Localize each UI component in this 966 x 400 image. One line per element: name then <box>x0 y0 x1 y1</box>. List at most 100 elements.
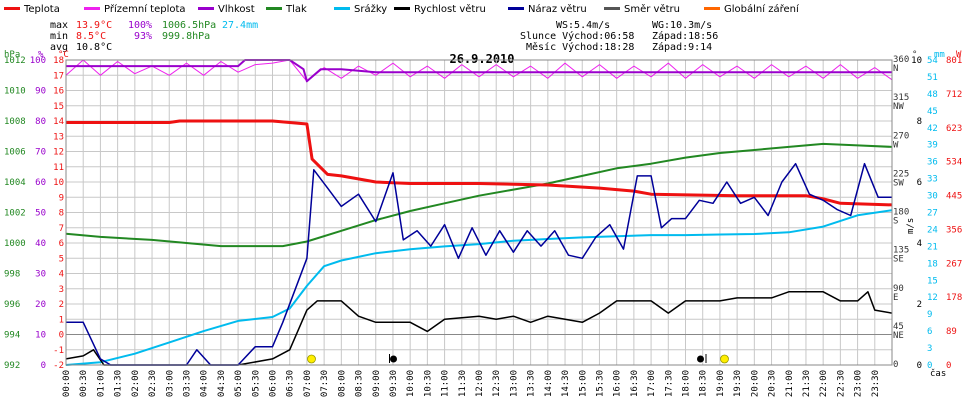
pressure-tick-label: 996 <box>4 300 20 310</box>
x-tick-label: 02:00 <box>131 370 141 397</box>
x-tick-label: 18:30 <box>699 370 709 397</box>
temperature-line <box>66 119 893 207</box>
x-tick-label: 14:30 <box>561 370 571 397</box>
info-wg: WG:10.3m/s <box>652 20 712 31</box>
rain-tick-label: 12 <box>927 293 938 303</box>
temperature-tick-label: 12 <box>53 148 64 158</box>
series <box>65 59 893 366</box>
x-tick-label: 03:30 <box>182 370 192 397</box>
x-tick-label: 02:30 <box>148 370 158 397</box>
info-mesic: Měsíc Východ:18:28 <box>526 41 634 53</box>
temperature-tick-label: 14 <box>53 117 64 127</box>
wind-speed-line <box>65 291 893 366</box>
pressure-tick-label: 1002 <box>4 209 26 219</box>
legend-label-vlhkost: Vlhkost <box>218 4 255 15</box>
x-tick-label: 23:00 <box>854 370 864 397</box>
humidity-tick-label: 80 <box>35 117 46 127</box>
unit-deg: ° <box>912 50 917 60</box>
temperature-tick-label: 17 <box>53 71 64 81</box>
legend-label-naraz: Náraz větru <box>528 3 587 15</box>
temperature-tick-label: 5 <box>59 254 64 264</box>
radiation-tick-label: 267 <box>946 259 962 269</box>
direction-tick-label: 225 <box>893 169 909 179</box>
x-tick-label: 12:00 <box>475 370 485 397</box>
x-tick-label: 11:30 <box>458 370 468 397</box>
direction-name-label: N <box>893 64 898 74</box>
rain-tick-label: 42 <box>927 124 938 134</box>
rain-tick-label: 54 <box>927 56 938 66</box>
rain-tick-label: 21 <box>927 242 938 252</box>
pressure-tick-label: 1012 <box>4 56 26 66</box>
stats-max-rain: 27.4mm <box>222 20 258 31</box>
x-axis-label: čas <box>930 368 946 379</box>
wind-tick-label: 6 <box>917 178 922 188</box>
legend-swatch-vlhkost <box>198 7 214 10</box>
moonset-icon <box>390 355 397 363</box>
plot-frame <box>65 59 893 366</box>
x-tick-label: 04:00 <box>200 370 210 397</box>
x-tick-label: 11:00 <box>441 370 451 397</box>
pressure-tick-label: 1004 <box>4 178 26 188</box>
direction-name-label: SE <box>893 255 904 265</box>
unit-pct: % <box>38 50 44 60</box>
direction-tick-label: 315 <box>893 93 909 103</box>
humidity-tick-label: 30 <box>35 270 46 280</box>
rain-line <box>65 209 893 366</box>
humidity-tick-label: 0 <box>41 361 46 371</box>
wind-tick-label: 2 <box>917 300 922 310</box>
x-tick-label: 13:00 <box>509 370 519 397</box>
x-tick-label: 01:00 <box>96 370 106 397</box>
direction-tick-label: 270 <box>893 131 909 141</box>
sunrise-icon <box>307 354 316 364</box>
temperature-tick-label: 11 <box>53 163 64 173</box>
radiation-tick-label: 534 <box>946 158 962 168</box>
astro-markers <box>307 354 729 364</box>
direction-name-label: W <box>893 140 899 150</box>
x-tick-label: 19:00 <box>716 370 726 397</box>
info-block: WS:5.4m/s WG:10.3m/s Slunce Východ:06:58… <box>520 20 718 53</box>
direction-tick-label: 180 <box>893 208 909 218</box>
sunset-icon <box>720 354 729 364</box>
pressure-tick-label: 1000 <box>4 239 26 249</box>
x-tick-label: 21:30 <box>802 370 812 397</box>
legend-swatch-prizemni <box>84 7 100 10</box>
stats-min-press: 999.8hPa <box>162 31 210 42</box>
stats-avg-temp: 10.8°C <box>76 42 112 53</box>
info-slunce-zapad: Západ:18:56 <box>652 30 718 42</box>
radiation-tick-label: 445 <box>946 192 962 202</box>
rain-tick-label: 0 <box>927 361 932 371</box>
x-tick-label: 17:00 <box>647 370 657 397</box>
pressure-tick-label: 1006 <box>4 148 26 158</box>
unit-hpa: hPa <box>4 50 20 60</box>
direction-name-label: SW <box>893 178 904 188</box>
radiation-tick-label: 801 <box>946 56 962 66</box>
x-tick-label: 16:00 <box>613 370 623 397</box>
legend: Teplota Přízemní teplota Vlhkost Tlak Sr… <box>4 3 800 15</box>
legend-label-teplota: Teplota <box>23 4 60 15</box>
stats-max-press: 1006.5hPa <box>162 20 216 31</box>
direction-tick-label: 45 <box>893 322 904 332</box>
humidity-line <box>66 59 892 83</box>
legend-label-tlak: Tlak <box>285 4 307 15</box>
temperature-tick-label: 15 <box>53 102 64 112</box>
rain-tick-label: 27 <box>927 209 938 219</box>
legend-label-zareni: Globální záření <box>724 3 800 15</box>
rain-tick-label: 39 <box>927 141 938 151</box>
x-tick-label: 21:00 <box>785 370 795 397</box>
pressure-tick-label: 1008 <box>4 117 26 127</box>
x-tick-label: 18:00 <box>682 370 692 397</box>
humidity-tick-label: 60 <box>35 178 46 188</box>
legend-swatch-smer <box>604 7 620 10</box>
axis-ticks: 1012101010081006100410021000998996994992… <box>4 55 962 397</box>
x-tick-label: 00:00 <box>62 370 72 397</box>
stats-min-temp: 8.5°C <box>76 31 106 42</box>
radiation-tick-label: 178 <box>946 293 962 303</box>
rain-tick-label: 51 <box>927 73 938 83</box>
x-tick-label: 05:00 <box>234 370 244 397</box>
direction-name-label: NE <box>893 331 904 341</box>
humidity-tick-label: 40 <box>35 239 46 249</box>
humidity-tick-label: 20 <box>35 300 46 310</box>
radiation-tick-label: 623 <box>946 124 962 134</box>
x-tick-label: 04:30 <box>217 370 227 397</box>
